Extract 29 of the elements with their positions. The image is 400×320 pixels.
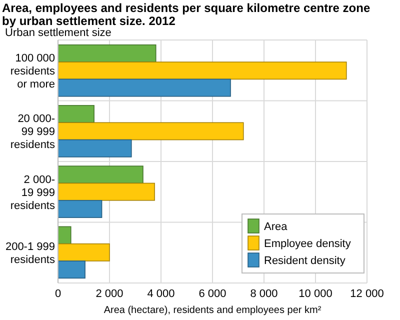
bar xyxy=(58,139,132,158)
x-tick-label: 12 000 xyxy=(350,288,384,300)
bar xyxy=(58,182,155,201)
chart-title: Area, employees and residents per square kilometre centre zone by urban settlement size. 2012 xyxy=(2,1,370,28)
y-tick-label: 200-1 999 residents xyxy=(5,240,56,266)
y-tick-label: 2 000- 19 999 residents xyxy=(10,174,56,212)
x-tick-label: 0 xyxy=(54,288,62,300)
bar xyxy=(58,122,244,140)
legend-label: Employee density xyxy=(264,238,352,250)
y-tick-label: 20 000- 99 999 residents xyxy=(10,113,56,152)
x-tick-label: 4 000 xyxy=(147,288,175,300)
bar xyxy=(58,44,156,62)
bar xyxy=(58,243,110,262)
bar xyxy=(58,78,231,97)
x-tick-label: 8 000 xyxy=(250,288,278,300)
bar xyxy=(58,226,72,244)
bar xyxy=(58,200,102,218)
x-axis-title: Area (hectare), residents and employees per km² xyxy=(104,305,322,316)
bar xyxy=(58,260,86,279)
bar xyxy=(58,105,94,124)
x-tick-label: 6 000 xyxy=(198,288,226,300)
y-axis-title: Urban settlement size xyxy=(5,27,112,39)
x-tick-label: 10 000 xyxy=(298,288,332,300)
legend-label: Area xyxy=(264,221,288,233)
bar xyxy=(58,62,347,80)
legend-label: Resident density xyxy=(264,255,346,267)
x-tick-label: 2 000 xyxy=(96,288,124,300)
y-tick-label: 100 000 residents or more xyxy=(10,52,56,91)
bar xyxy=(58,166,144,184)
